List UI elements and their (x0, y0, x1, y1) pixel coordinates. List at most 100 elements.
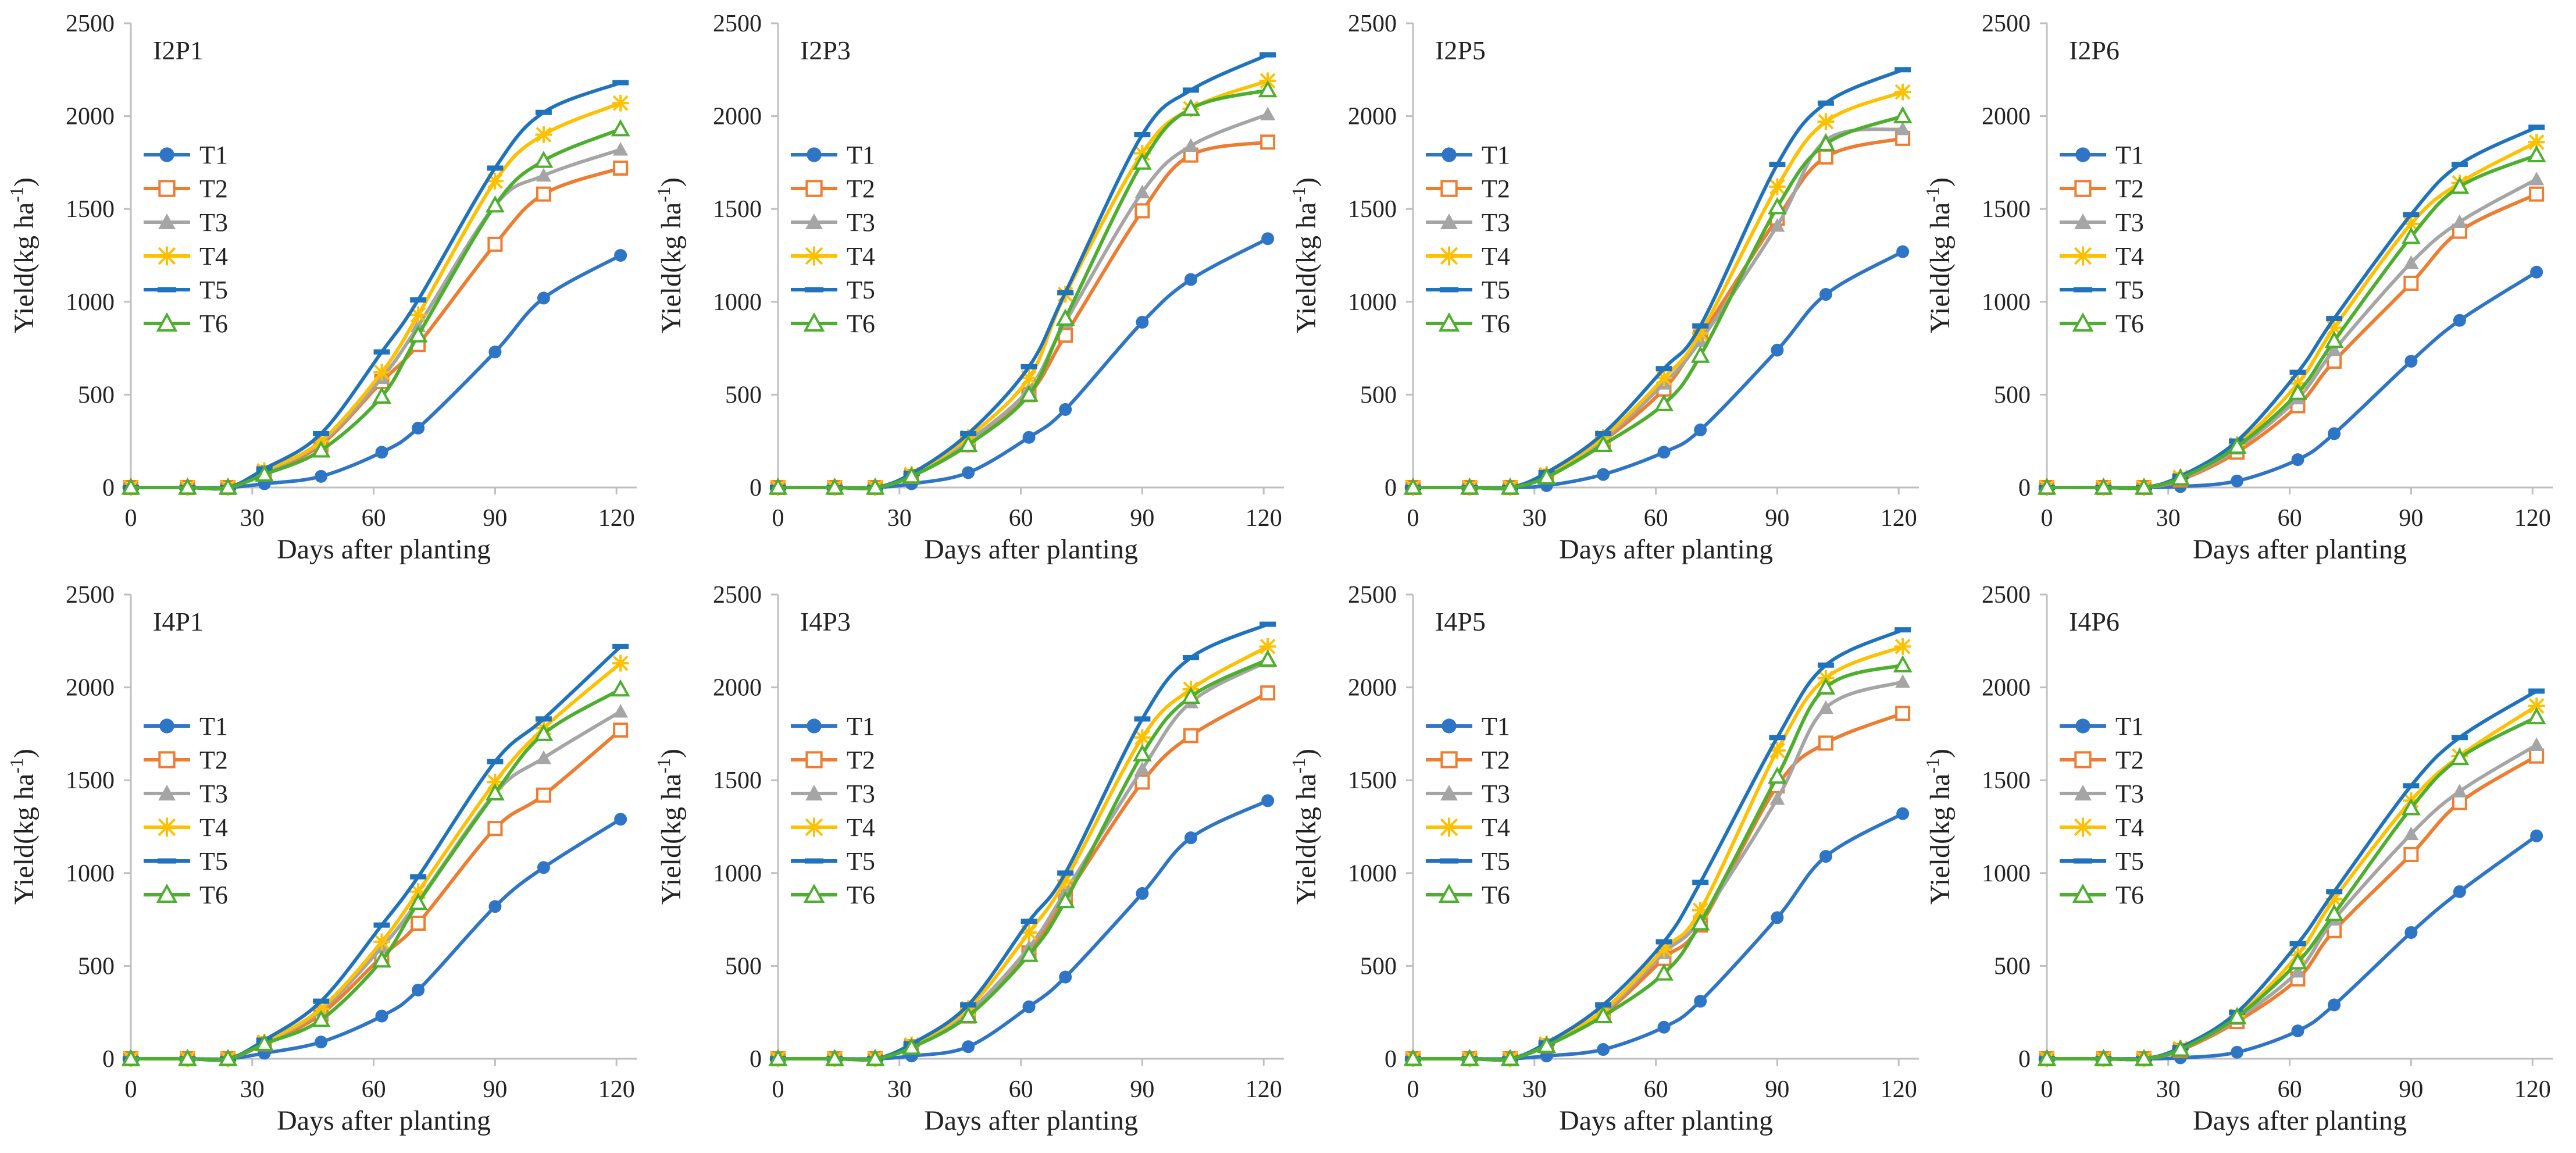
legend-marker-t3 (805, 213, 823, 229)
data-point-t5 (1595, 1002, 1612, 1008)
legend-label: T3 (847, 780, 875, 808)
data-point-t2 (613, 160, 629, 176)
y-tick-label: 2500 (66, 582, 115, 608)
legend-label: T4 (1482, 242, 1510, 271)
data-point-t2 (2403, 846, 2419, 862)
panel-title: I2P6 (2069, 35, 2120, 65)
data-point-t3 (1769, 791, 1785, 805)
y-tick-label: 2000 (1348, 675, 1397, 702)
legend-label: T3 (1482, 208, 1510, 237)
x-axis-label: Days after planting (1559, 534, 1773, 565)
data-point-t6 (486, 783, 505, 800)
data-point-t1 (1657, 1020, 1671, 1034)
y-tick-label: 1000 (713, 289, 762, 316)
chart-panel-i2p1: 0 500 1000 1500 2000 2500 0 30 60 90 120 Days after… (6, 10, 637, 565)
y-tick-label: 500 (1994, 953, 2031, 980)
y-axis-label-superscript: -1 (1288, 758, 1309, 774)
legend-label: T6 (199, 881, 228, 909)
legend-label: T6 (1482, 309, 1510, 338)
data-point-t6 (311, 440, 331, 458)
x-axis-label: Days after planting (1559, 1105, 1773, 1136)
data-point-t4 (409, 883, 427, 901)
data-point-t5 (313, 998, 330, 1004)
x-tick-label: 120 (1246, 505, 1282, 532)
data-point-t1 (2291, 1024, 2304, 1038)
legend-marker-t3 (158, 785, 176, 800)
y-tick-label: 1500 (1982, 196, 2031, 223)
legend-label: T4 (199, 813, 228, 842)
y-tick-label: 2000 (1982, 104, 2031, 130)
y-tick-label: 500 (1360, 382, 1397, 408)
data-point-t5 (1134, 132, 1151, 138)
panel-title: I4P6 (2069, 607, 2120, 636)
y-axis-label-main: Yield(kg ha (9, 774, 40, 905)
data-point-t5 (1894, 67, 1911, 73)
y-tick-label: 0 (750, 475, 762, 501)
data-point-t6 (255, 1034, 274, 1051)
data-point-t6 (1816, 134, 1836, 151)
x-axis-label: Days after planting (277, 534, 491, 565)
data-point-t1 (1896, 807, 1910, 820)
chart-panel-i4p5: 0 500 1000 1500 2000 2500 0 30 60 90 120 Days after… (1288, 582, 1919, 1136)
data-point-t6 (218, 1048, 238, 1066)
data-point-t4 (1656, 941, 1672, 958)
data-point-t2 (1818, 149, 1833, 165)
data-point-t3 (1134, 761, 1150, 775)
y-axis-label: Yield(kg ha-1) (6, 177, 40, 333)
y-tick-label: 1500 (1348, 767, 1397, 794)
x-tick-label: 0 (1407, 505, 1419, 532)
data-point-t1 (412, 421, 425, 435)
legend-marker-t5 (157, 287, 177, 293)
data-point-t6 (2227, 1007, 2247, 1024)
data-point-t4 (409, 306, 427, 323)
legend-marker-t2 (158, 180, 176, 197)
data-point-t5 (1769, 735, 1786, 741)
data-point-t5 (487, 165, 504, 171)
data-point-t4 (1894, 638, 1911, 655)
data-point-t6 (2402, 226, 2421, 244)
x-tick-label: 120 (1246, 1076, 1282, 1103)
legend-label: T5 (2115, 847, 2144, 876)
data-point-t3 (536, 168, 551, 182)
legend-marker-t4 (157, 246, 177, 266)
data-point-t4 (1769, 178, 1786, 195)
legend-marker-t4 (804, 246, 824, 266)
data-point-t4 (1021, 924, 1037, 941)
panel-title: I2P3 (800, 35, 851, 65)
data-point-t4 (1817, 113, 1835, 130)
data-point-t1 (315, 1035, 328, 1049)
data-point-t1 (1184, 831, 1197, 845)
y-axis-label-close: ) (1291, 749, 1322, 758)
data-point-t1 (1597, 468, 1610, 481)
data-point-t6 (2527, 707, 2546, 725)
data-point-t6 (2134, 1048, 2154, 1066)
x-tick-label: 60 (2278, 505, 2302, 532)
data-point-t5 (1021, 919, 1037, 924)
chart-panel-i2p3: 0 500 1000 1500 2000 2500 0 30 60 90 120 Days after… (653, 10, 1284, 565)
x-tick-label: 0 (2041, 1076, 2053, 1103)
data-point-t5 (1817, 662, 1834, 668)
y-tick-label: 1500 (66, 767, 115, 794)
data-point-t6 (1258, 80, 1278, 98)
y-tick-label: 2500 (1982, 582, 2031, 608)
y-axis-label-main: Yield(kg ha (1291, 202, 1322, 333)
y-tick-label: 1500 (1348, 196, 1397, 223)
data-point-t6 (1181, 98, 1201, 116)
y-axis-label: Yield(kg ha-1) (1922, 177, 1956, 333)
y-tick-label: 0 (2018, 475, 2031, 501)
y-axis-label-close: ) (1925, 177, 1956, 187)
y-tick-label: 1000 (66, 860, 115, 887)
data-point-t2 (536, 787, 551, 803)
legend-label: T4 (1482, 813, 1510, 842)
data-point-t3 (2403, 826, 2419, 841)
panel-title: I2P1 (153, 35, 204, 65)
x-tick-label: 60 (1009, 1076, 1033, 1103)
y-tick-label: 1500 (713, 767, 762, 794)
legend-label: T3 (2115, 780, 2144, 808)
data-point-t2 (2529, 748, 2545, 764)
data-point-t6 (178, 1048, 197, 1066)
legend-marker-t3 (1440, 213, 1458, 229)
y-axis-label-superscript: -1 (653, 187, 674, 202)
data-point-t5 (2289, 369, 2306, 375)
series-line-t5 (776, 53, 1270, 490)
